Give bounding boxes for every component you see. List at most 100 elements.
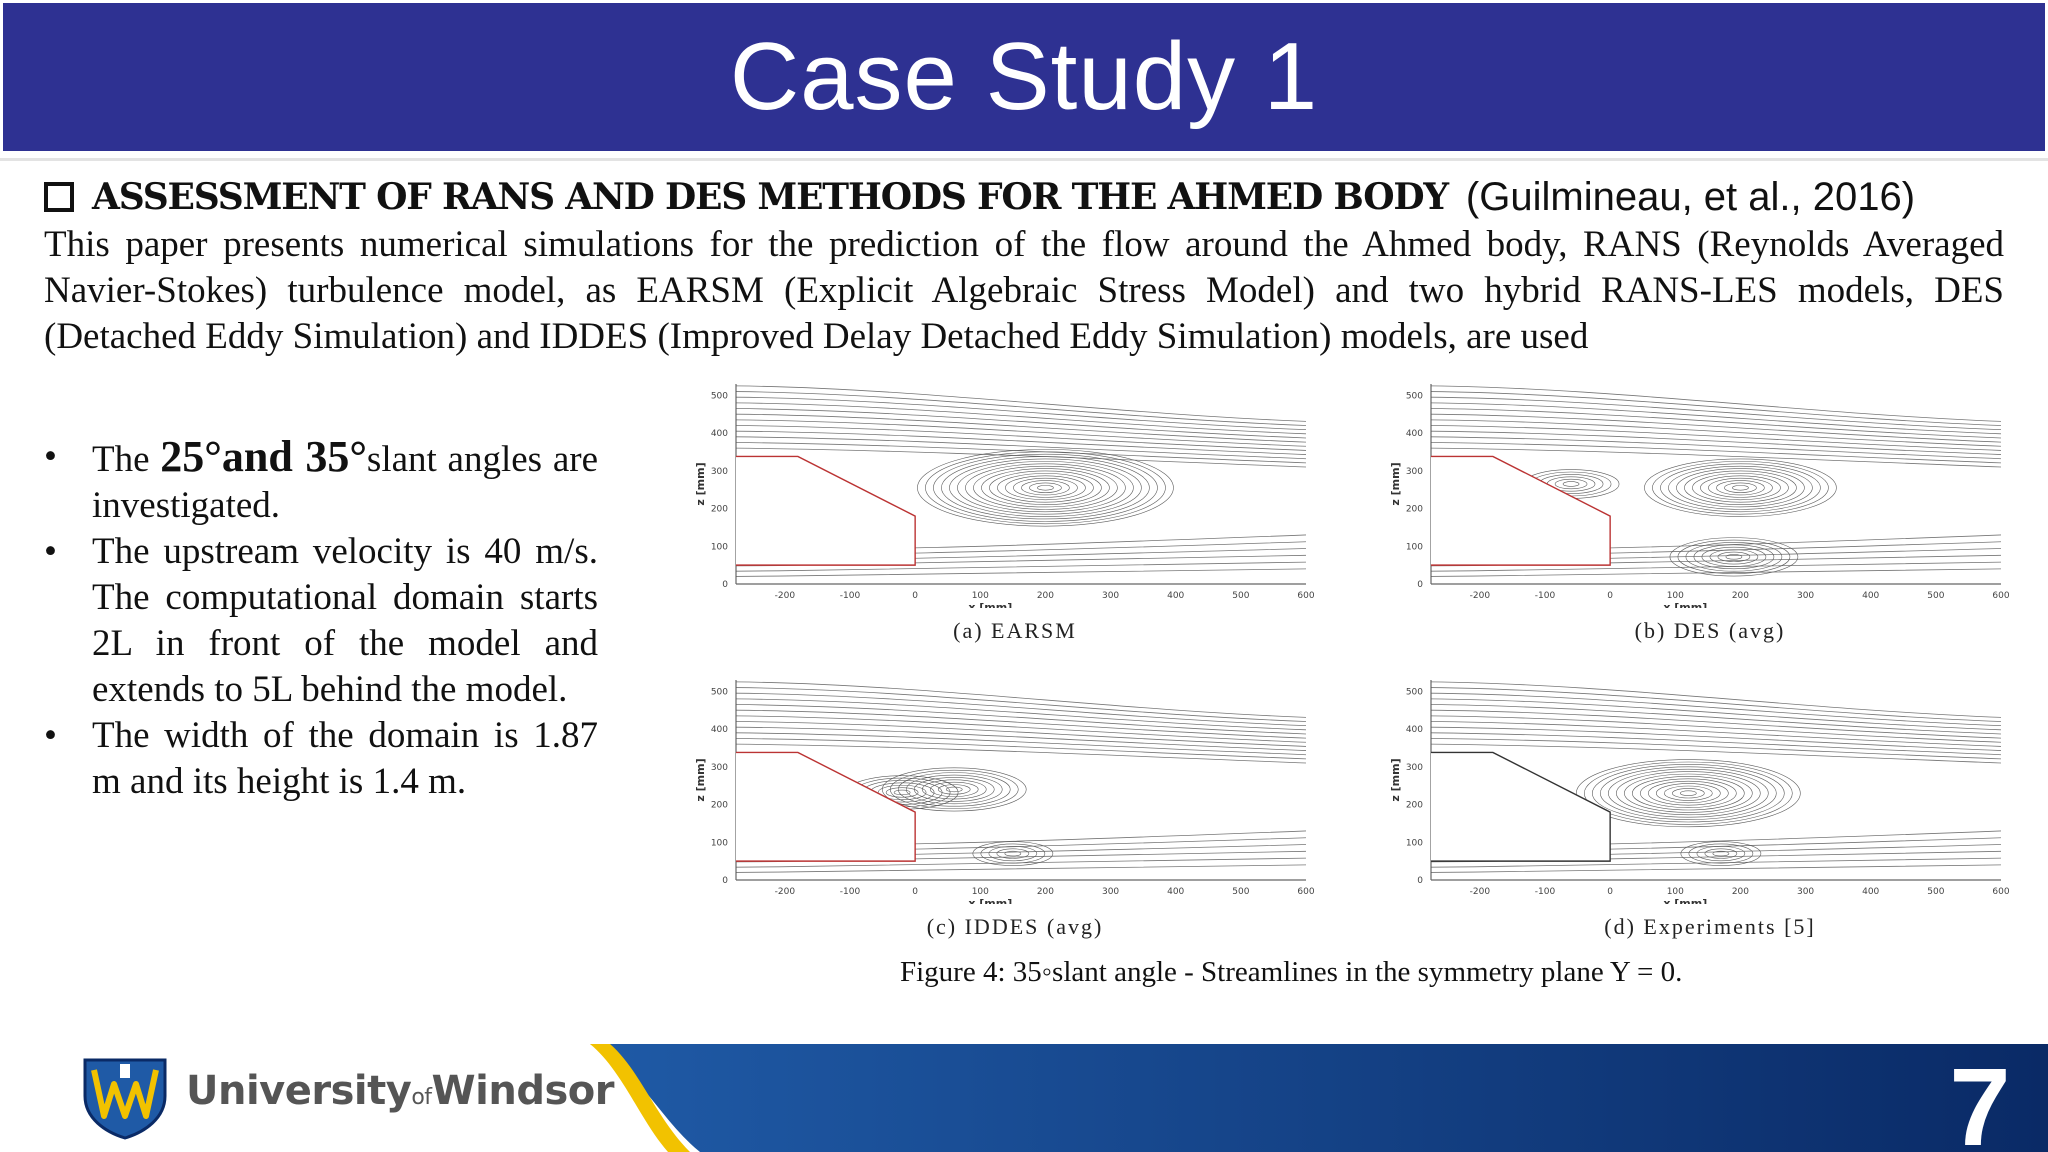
x-tick-label: 500 <box>1927 591 1944 601</box>
y-tick-label: 400 <box>711 725 728 735</box>
figure-panel: -200 -100 0 100 200 300 400 500 600 0 100 200 300 400… <box>690 664 1330 904</box>
section-heading: ASSESSMENT OF RANS AND DES METHODS FOR T… <box>44 172 2024 222</box>
x-tick-label: 600 <box>1992 591 2009 601</box>
x-tick-label: 300 <box>1102 887 1119 897</box>
y-tick-label: 0 <box>1417 580 1423 590</box>
y-tick-label: 100 <box>1406 838 1423 848</box>
x-tick-label: 100 <box>972 887 989 897</box>
x-tick-label: 200 <box>1037 591 1054 601</box>
x-tick-label: -200 <box>1470 887 1491 897</box>
x-tick-label: 300 <box>1102 591 1119 601</box>
x-tick-label: 500 <box>1232 887 1249 897</box>
y-tick-label: 300 <box>1406 763 1423 773</box>
y-tick-label: 200 <box>711 505 728 515</box>
panel-caption: (c) IDDES (avg) <box>926 914 1104 939</box>
bullet-emphasis: 25°and 35° <box>160 432 367 481</box>
y-tick-label: 500 <box>711 687 728 697</box>
y-tick-label: 400 <box>1406 725 1423 735</box>
ahmed-body-outline <box>736 751 916 862</box>
bullet-text: The upstream velocity is 40 m/s. The com… <box>92 531 598 710</box>
bullet-text: slant angles are investigated. <box>92 439 598 526</box>
x-tick-label: 600 <box>1992 887 2009 897</box>
bullet-text: The width of the domain is 1.87 m and it… <box>92 715 598 802</box>
panel-caption: (d) Experiments [5] <box>1604 914 1816 939</box>
x-tick-label: 0 <box>912 591 918 601</box>
x-tick-label: 400 <box>1862 887 1879 897</box>
y-axis-label: z [mm] <box>1389 758 1402 801</box>
figure-caption: Figure 4: 35◦slant angle - Streamlines i… <box>900 956 1683 988</box>
y-tick-label: 0 <box>722 876 728 886</box>
y-axis-label: z [mm] <box>694 758 707 801</box>
figure-panel: -200 -100 0 100 200 300 400 500 600 0 100 200 300 400… <box>1385 664 2025 904</box>
bullet-list: • The 25°and 35°slant angles are investi… <box>44 434 598 805</box>
streamline-plot: -200 -100 0 100 200 300 400 500 600 0 100 200 300 400… <box>694 680 1315 904</box>
bullet-dot-icon: • <box>44 715 57 756</box>
panel-caption: (a) EARSM <box>953 618 1077 643</box>
y-tick-label: 300 <box>711 763 728 773</box>
y-tick-label: 100 <box>711 838 728 848</box>
x-tick-label: 400 <box>1167 591 1184 601</box>
x-axis-label: x [mm] <box>968 897 1012 904</box>
x-tick-label: 100 <box>1667 887 1684 897</box>
x-tick-label: -100 <box>1535 591 1556 601</box>
checkbox-bullet-icon <box>44 182 74 212</box>
y-tick-label: 300 <box>711 467 728 477</box>
bullet-text: The <box>92 439 161 480</box>
panel-caption: (b) DES (avg) <box>1634 618 1786 643</box>
x-axis-label: x [mm] <box>1663 601 1707 608</box>
figure-panel: -200 -100 0 100 200 300 400 500 600 0 100 200 300 400… <box>690 368 1330 608</box>
slide-title: Case Study 1 <box>729 23 1319 130</box>
page-number: 7 <box>1949 1046 2011 1152</box>
y-tick-label: 500 <box>1406 687 1423 697</box>
x-tick-label: 200 <box>1037 887 1054 897</box>
university-logo-text: UniversityofWindsor <box>186 1068 615 1114</box>
streamlines <box>735 681 1307 873</box>
x-tick-label: 500 <box>1927 887 1944 897</box>
x-axis-label: x [mm] <box>1663 897 1707 904</box>
x-tick-label: -200 <box>1470 591 1491 601</box>
intro-paragraph: This paper presents numerical simulation… <box>44 224 2004 357</box>
y-tick-label: 400 <box>711 429 728 439</box>
title-divider <box>0 158 2048 161</box>
heading-title: ASSESSMENT OF RANS AND DES METHODS FOR T… <box>92 176 1449 218</box>
figure-panel: -200 -100 0 100 200 300 400 500 600 0 100 200 300 400… <box>1385 368 2025 608</box>
bullet-dot-icon: • <box>44 531 57 572</box>
y-tick-label: 500 <box>1406 391 1423 401</box>
y-axis-label: z [mm] <box>1389 462 1402 505</box>
y-tick-label: 100 <box>711 542 728 552</box>
logo-word-university: University <box>186 1068 412 1114</box>
university-shield-logo <box>83 1058 167 1140</box>
x-tick-label: 600 <box>1297 591 1314 601</box>
x-tick-label: -200 <box>775 591 796 601</box>
streamline-plot: -200 -100 0 100 200 300 400 500 600 0 100 200 300 400… <box>1389 680 2010 904</box>
y-tick-label: 500 <box>711 391 728 401</box>
y-tick-label: 200 <box>1406 801 1423 811</box>
y-tick-label: 100 <box>1406 542 1423 552</box>
logo-word-of: of <box>411 1085 432 1110</box>
streamlines <box>735 385 1307 577</box>
y-tick-label: 200 <box>1406 505 1423 515</box>
x-tick-label: -100 <box>840 591 861 601</box>
x-tick-label: 400 <box>1167 887 1184 897</box>
y-tick-label: 200 <box>711 801 728 811</box>
logo-word-windsor: Windsor <box>431 1068 615 1114</box>
x-tick-label: 500 <box>1232 591 1249 601</box>
x-tick-label: -100 <box>840 887 861 897</box>
heading-citation: (Guilmineau, et al., 2016) <box>1465 174 1916 219</box>
x-tick-label: 0 <box>1607 591 1613 601</box>
x-tick-label: 300 <box>1797 887 1814 897</box>
title-bar: Case Study 1 <box>3 3 2045 151</box>
bullet-item: • The 25°and 35°slant angles are investi… <box>44 434 598 529</box>
x-tick-label: 300 <box>1797 591 1814 601</box>
y-tick-label: 400 <box>1406 429 1423 439</box>
streamline-plot: -200 -100 0 100 200 300 400 500 600 0 100 200 300 400… <box>694 384 1315 608</box>
bullet-item: • The width of the domain is 1.87 m and … <box>44 713 598 805</box>
ahmed-body-outline <box>1431 455 1611 566</box>
x-tick-label: 200 <box>1732 887 1749 897</box>
x-tick-label: -200 <box>775 887 796 897</box>
y-tick-label: 300 <box>1406 467 1423 477</box>
y-axis-label: z [mm] <box>694 462 707 505</box>
x-axis-label: x [mm] <box>968 601 1012 608</box>
ahmed-body-outline <box>736 455 916 566</box>
x-tick-label: -100 <box>1535 887 1556 897</box>
